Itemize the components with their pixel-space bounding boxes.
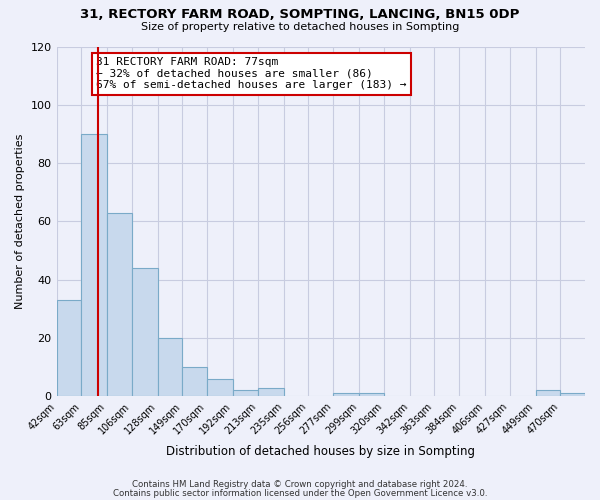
Bar xyxy=(536,390,560,396)
Bar xyxy=(333,394,359,396)
Bar xyxy=(560,394,585,396)
Y-axis label: Number of detached properties: Number of detached properties xyxy=(15,134,25,309)
Bar xyxy=(56,300,81,396)
Bar xyxy=(81,134,107,396)
Bar xyxy=(132,268,158,396)
X-axis label: Distribution of detached houses by size in Sompting: Distribution of detached houses by size … xyxy=(166,444,475,458)
Bar xyxy=(107,212,132,396)
Text: Contains public sector information licensed under the Open Government Licence v3: Contains public sector information licen… xyxy=(113,489,487,498)
Bar xyxy=(233,390,258,396)
Text: 31 RECTORY FARM ROAD: 77sqm
← 32% of detached houses are smaller (86)
67% of sem: 31 RECTORY FARM ROAD: 77sqm ← 32% of det… xyxy=(96,57,407,90)
Text: Contains HM Land Registry data © Crown copyright and database right 2024.: Contains HM Land Registry data © Crown c… xyxy=(132,480,468,489)
Bar xyxy=(158,338,182,396)
Bar xyxy=(258,388,284,396)
Bar xyxy=(359,394,384,396)
Bar xyxy=(207,379,233,396)
Bar xyxy=(182,367,207,396)
Text: Size of property relative to detached houses in Sompting: Size of property relative to detached ho… xyxy=(141,22,459,32)
Text: 31, RECTORY FARM ROAD, SOMPTING, LANCING, BN15 0DP: 31, RECTORY FARM ROAD, SOMPTING, LANCING… xyxy=(80,8,520,20)
